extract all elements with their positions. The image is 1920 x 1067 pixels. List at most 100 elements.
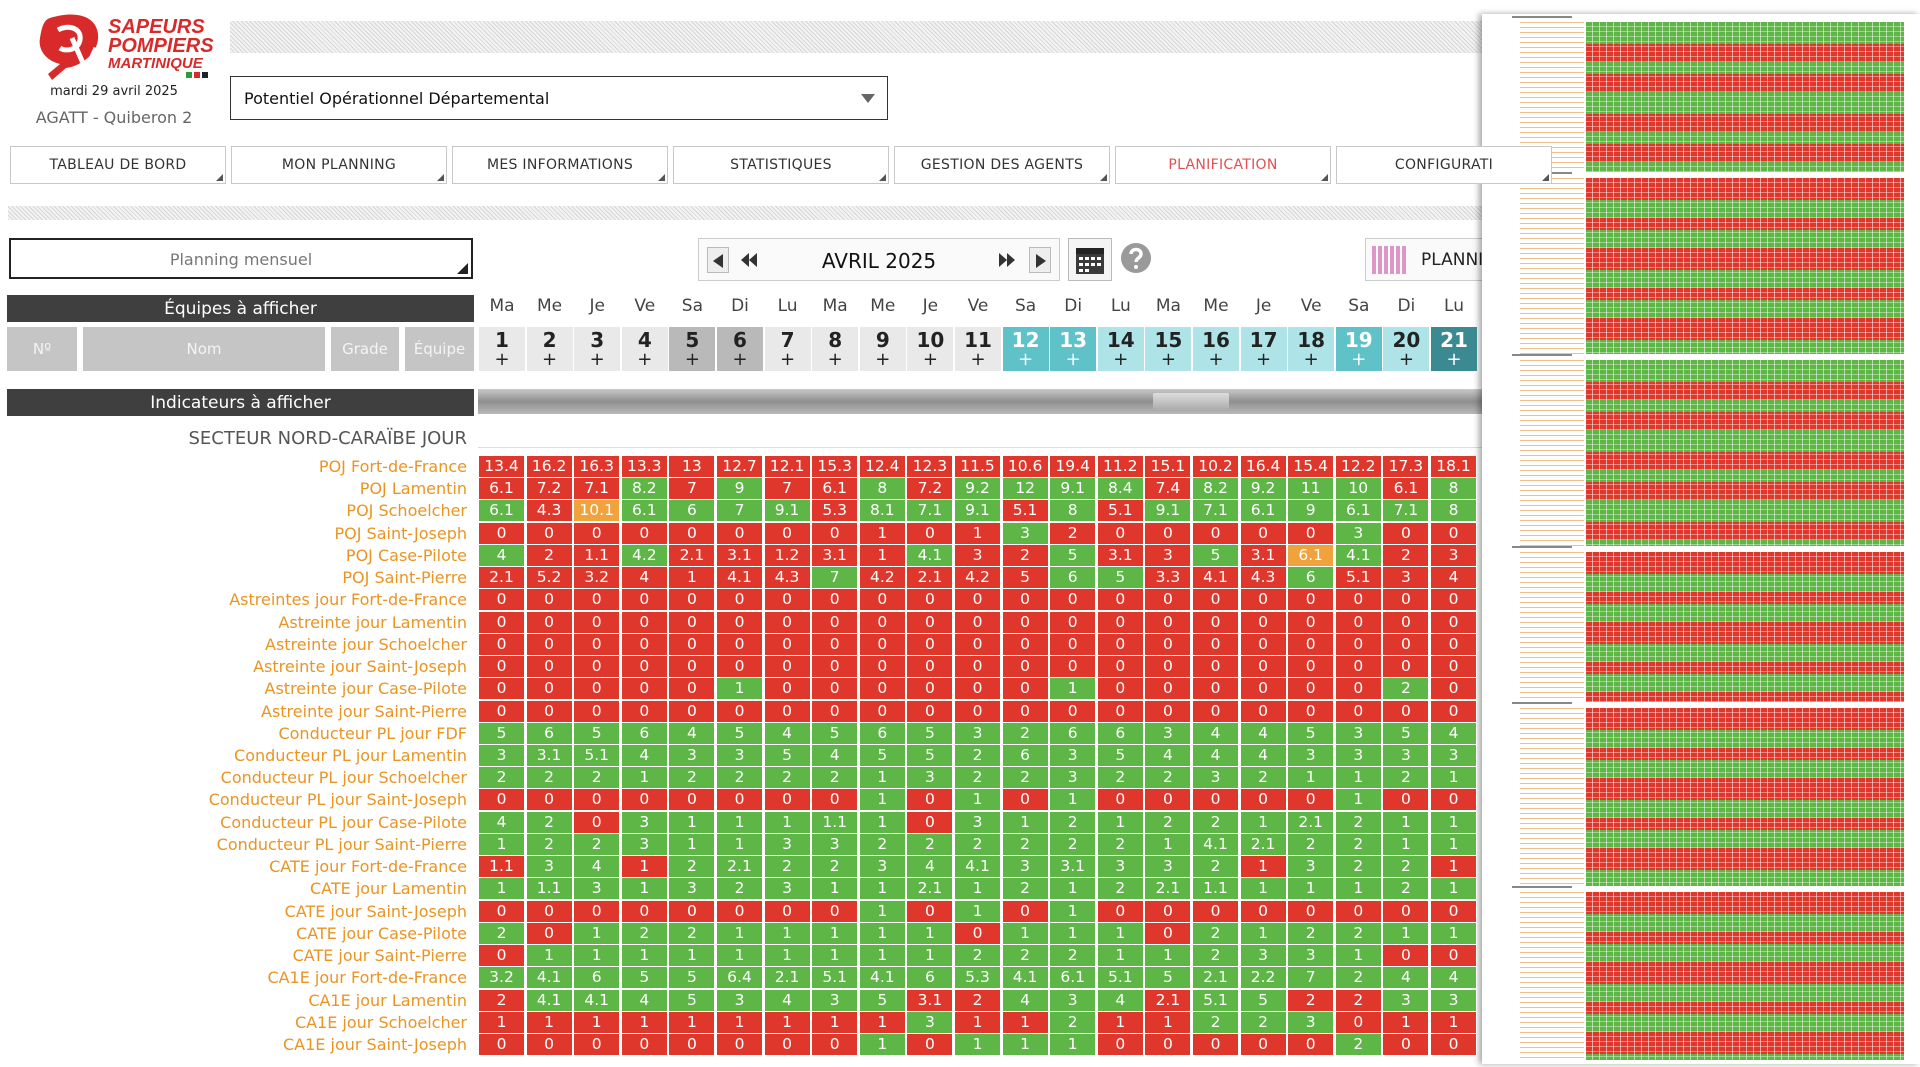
nav-tab[interactable]: PLANIFICATION	[1115, 146, 1331, 184]
indicator-cell: 1	[1097, 811, 1144, 833]
indicator-cell: 0	[955, 700, 1001, 722]
day-number: 6	[733, 328, 747, 352]
column-header[interactable]: Nº	[7, 327, 77, 371]
indicator-cell: 0	[764, 900, 811, 922]
indicator-cell: 1	[764, 1011, 811, 1033]
day-header[interactable]: 17 +	[1240, 327, 1287, 371]
indicator-cell: 0	[907, 1033, 954, 1055]
indicator-cell: 9.1	[1050, 478, 1097, 500]
indicator-cell: 0	[812, 1033, 859, 1055]
indicator-cell: 2	[621, 922, 668, 944]
prev-year[interactable]	[739, 247, 761, 273]
teams-bar[interactable]: Équipes à afficher	[7, 295, 474, 322]
day-header[interactable]: 10 +	[907, 327, 954, 371]
day-header[interactable]: 4 +	[621, 327, 668, 371]
indicator-cell: 1	[859, 522, 906, 544]
day-header[interactable]: 8 +	[812, 327, 859, 371]
indicator-cell: 0	[526, 922, 573, 944]
indicator-cell: 0	[1383, 1033, 1430, 1055]
indicator-cell: 6	[859, 722, 906, 744]
indicator-cell: 0	[574, 633, 621, 655]
day-header[interactable]: 13 +	[1050, 327, 1097, 371]
day-header[interactable]: 16 +	[1193, 327, 1239, 371]
indicator-cell: 4	[1193, 744, 1239, 766]
indicator-cell: 5	[812, 722, 859, 744]
next-month[interactable]	[1029, 247, 1051, 273]
indicator-cell: 0	[1145, 900, 1192, 922]
day-header[interactable]: 12 +	[1002, 327, 1049, 371]
nav-tab[interactable]: MES INFORMATIONS	[452, 146, 668, 184]
day-header[interactable]: 21 +	[1431, 327, 1477, 371]
indicator-cell: 3.1	[1097, 544, 1144, 566]
indicator-cell: 0	[1002, 678, 1049, 700]
indicator-cell: 0	[1240, 678, 1287, 700]
day-header[interactable]: 11 +	[955, 327, 1001, 371]
indicator-cell: 0	[764, 633, 811, 655]
indicator-cell: 2	[574, 833, 621, 855]
weekday-label: Je	[589, 296, 605, 316]
day-header[interactable]: 20 +	[1383, 327, 1430, 371]
next-year[interactable]	[997, 247, 1019, 273]
planning-button[interactable]: PLANNI	[1365, 238, 1505, 281]
indicator-cell: 2	[1193, 1011, 1239, 1033]
day-number: 2	[542, 328, 557, 352]
splitter[interactable]	[478, 389, 1482, 414]
day-header[interactable]: 3 +	[574, 327, 621, 371]
day-header[interactable]: 15 +	[1145, 327, 1192, 371]
column-header[interactable]: Équipe	[405, 327, 474, 371]
indicator-cell: 16.4	[1240, 456, 1287, 477]
indicator-cell: 0	[479, 611, 525, 633]
indicator-cell: 1	[479, 878, 525, 900]
day-header[interactable]: 2 +	[526, 327, 573, 371]
dropdown[interactable]: Potentiel Opérationnel Départemental	[230, 76, 888, 120]
calendar-button[interactable]	[1068, 238, 1112, 281]
day-header[interactable]: 7 +	[764, 327, 811, 371]
indicator-cell: 6.1	[479, 500, 525, 522]
indicator-cell: 3	[1335, 522, 1382, 544]
indicator-cell: 4	[812, 744, 859, 766]
indicator-cell: 2	[717, 878, 763, 900]
nav-tab[interactable]: GESTION DES AGENTS	[894, 146, 1110, 184]
day-number: 20	[1392, 328, 1421, 352]
day-header[interactable]: 19 +	[1335, 327, 1382, 371]
indicator-cell: 0	[621, 656, 668, 678]
indicator-cell: 4.1	[1335, 544, 1382, 566]
nav-tab[interactable]: MON PLANNING	[231, 146, 447, 184]
indicator-cell: 1	[717, 1011, 763, 1033]
day-add: +	[1303, 349, 1319, 370]
column-header[interactable]: Nom	[83, 327, 325, 371]
view-select[interactable]: Planning mensuel	[9, 238, 473, 279]
indicator-cell: 2.1	[1145, 989, 1192, 1011]
nav-tab[interactable]: CONFIGURATI	[1336, 146, 1552, 184]
day-header[interactable]: 6 +	[717, 327, 763, 371]
indicator-cell: 9.1	[764, 500, 811, 522]
help-button[interactable]	[1120, 242, 1152, 274]
indicator-cell: 15.3	[812, 456, 859, 477]
weekday-label: Di	[731, 296, 749, 316]
indicator-label: CATE jour Lamentin	[309, 879, 467, 899]
day-header[interactable]: 14 +	[1097, 327, 1144, 371]
day-header[interactable]: 9 +	[859, 327, 906, 371]
nav-tab[interactable]: STATISTIQUES	[673, 146, 889, 184]
indicator-cell: 7.1	[1193, 500, 1239, 522]
indicator-cell: 0	[1050, 656, 1097, 678]
nav-tab[interactable]: TABLEAU DE BORD	[10, 146, 226, 184]
indicator-cell: 3	[1383, 567, 1430, 589]
indicator-cell: 3.1	[717, 544, 763, 566]
indicator-cell: 1	[955, 900, 1001, 922]
indicator-cell: 6	[574, 967, 621, 989]
indicator-cell: 4.1	[859, 967, 906, 989]
day-header[interactable]: 18 +	[1288, 327, 1335, 371]
indicator-cell: 0	[526, 656, 573, 678]
prev-month[interactable]	[707, 247, 729, 273]
indicator-cell: 1	[1050, 922, 1097, 944]
indicators-bar[interactable]: Indicateurs à afficher	[7, 389, 474, 416]
indicator-cell: 4.1	[1193, 833, 1239, 855]
weekday-label: Di	[1397, 296, 1416, 316]
indicator-cell: 11	[1288, 478, 1335, 500]
column-header[interactable]: Grade	[331, 327, 399, 371]
indicator-cell: 1	[859, 767, 906, 789]
indicator-cell: 5.3	[955, 967, 1001, 989]
day-header[interactable]: 1 +	[479, 327, 525, 371]
day-header[interactable]: 5 +	[669, 327, 716, 371]
